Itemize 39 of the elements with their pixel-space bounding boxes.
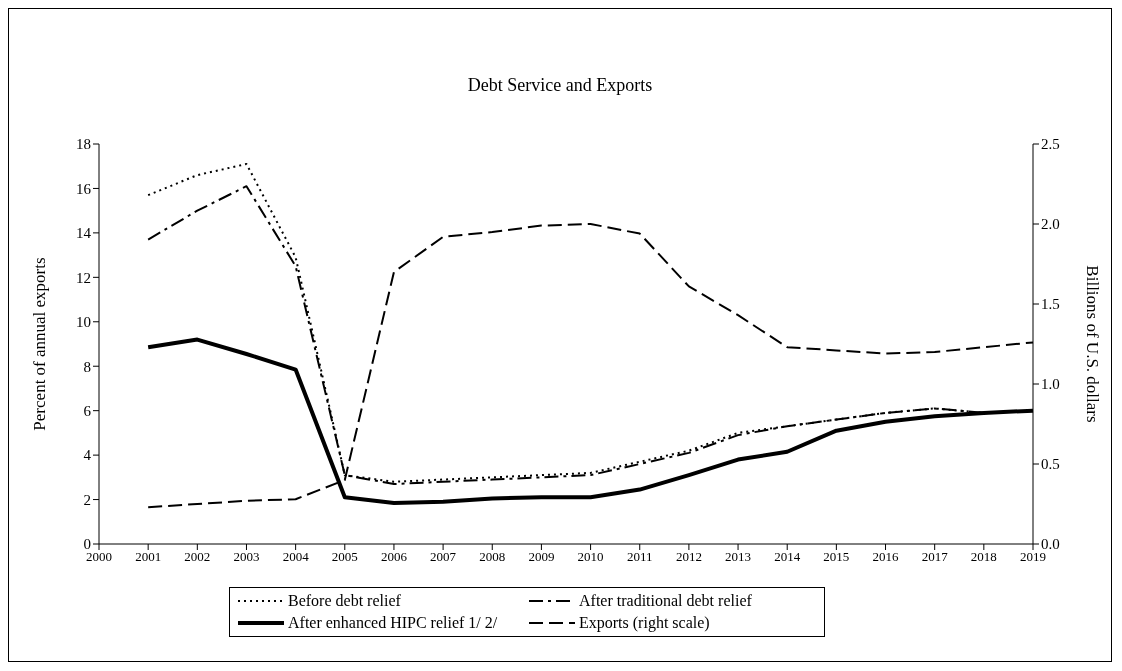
x-tick-label: 2014 xyxy=(774,549,801,565)
y-axis-title: Percent of annual exports xyxy=(30,257,50,431)
y2-tick-label: 1.5 xyxy=(1041,296,1060,313)
chart-title: Debt Service and Exports xyxy=(466,75,654,96)
x-tick-label: 2013 xyxy=(725,549,752,565)
x-tick-label: 2017 xyxy=(921,549,949,565)
y-tick-label: 16 xyxy=(76,180,92,197)
y-tick-label: 2 xyxy=(83,491,91,508)
x-tick-label: 2011 xyxy=(626,549,653,565)
y-tick-label: 4 xyxy=(83,447,92,464)
legend-label: After enhanced HIPC relief 1/ 2/ xyxy=(288,614,498,632)
legend-label: After traditional debt relief xyxy=(579,592,752,610)
y-tick-label: 10 xyxy=(76,314,91,331)
x-tick-label: 2005 xyxy=(331,549,358,565)
y-tick-label: 8 xyxy=(83,358,91,375)
y2-axis-title: Billions of U.S. dollars xyxy=(1082,265,1102,423)
x-tick-label: 2012 xyxy=(675,549,702,565)
y-tick-label: 12 xyxy=(76,269,91,286)
y-tick-label: 6 xyxy=(83,402,92,419)
y-tick-label: 14 xyxy=(76,225,92,242)
x-tick-label: 2009 xyxy=(528,549,555,565)
x-tick-label: 2015 xyxy=(823,549,850,565)
x-tick-label: 2016 xyxy=(872,549,900,565)
x-tick-label: 2006 xyxy=(380,549,408,565)
x-tick-label: 2001 xyxy=(135,549,162,565)
x-tick-label: 2018 xyxy=(970,549,997,565)
y2-tick-label: 2.5 xyxy=(1041,136,1060,153)
y2-tick-label: 1.0 xyxy=(1041,376,1060,393)
legend-label: Exports (right scale) xyxy=(579,614,710,632)
x-tick-label: 2004 xyxy=(282,549,310,565)
x-tick-label: 2007 xyxy=(430,549,457,565)
y-tick-label: 18 xyxy=(76,136,91,153)
x-tick-label: 2003 xyxy=(233,549,260,565)
x-tick-label: 2002 xyxy=(184,549,211,565)
legend-label: Before debt relief xyxy=(288,592,401,610)
y2-tick-label: 2.0 xyxy=(1041,216,1060,233)
y2-tick-label: 0.5 xyxy=(1041,456,1060,473)
x-tick-label: 2008 xyxy=(479,549,506,565)
x-tick-label: 2010 xyxy=(577,549,604,565)
